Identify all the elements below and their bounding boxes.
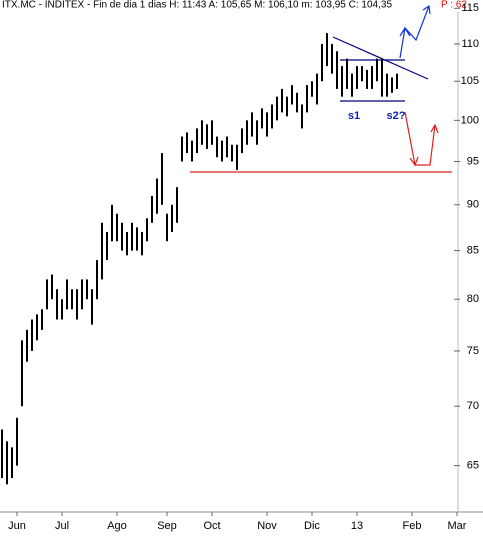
x-tick-label: Ago xyxy=(107,520,127,532)
annotation: s2? xyxy=(387,110,406,122)
x-tick-label: Sep xyxy=(157,520,177,532)
trend-line xyxy=(332,36,429,80)
y-tick-label: 65 xyxy=(467,460,479,472)
bull-arrow xyxy=(399,5,430,59)
x-tick-label: Nov xyxy=(257,520,277,532)
y-tick-label: 85 xyxy=(467,245,479,257)
chart-title-extra: P : 62 xyxy=(441,0,467,11)
y-tick-label: 115 xyxy=(461,2,479,14)
x-tick-label: Jul xyxy=(55,520,69,532)
arrow-head xyxy=(399,26,411,37)
y-tick-label: 105 xyxy=(461,75,479,87)
arrow-head xyxy=(409,156,419,167)
y-tick-label: 90 xyxy=(467,199,479,211)
chart-title: ITX.MC - INDITEX - Fin de dia 1 dias H: … xyxy=(2,0,392,11)
x-tick-label: Jun xyxy=(8,520,26,532)
drawings xyxy=(190,4,452,173)
x-tick-label: 13 xyxy=(351,520,363,532)
x-tick-label: Oct xyxy=(203,520,220,532)
arrow-head xyxy=(430,123,439,134)
x-tick-label: Feb xyxy=(403,520,422,532)
y-tick-label: 110 xyxy=(461,38,479,50)
arrow-head xyxy=(422,4,431,15)
y-tick-label: 100 xyxy=(461,114,479,126)
y-tick-label: 70 xyxy=(467,400,479,412)
y-tick-label: 75 xyxy=(467,345,479,357)
x-tick-label: Mar xyxy=(448,520,467,532)
y-tick-label: 95 xyxy=(467,155,479,167)
bear-arrow xyxy=(404,111,436,166)
x-tick-label: Dic xyxy=(304,520,320,532)
y-tick-label: 80 xyxy=(467,293,479,305)
annotation: s1 xyxy=(348,110,360,122)
